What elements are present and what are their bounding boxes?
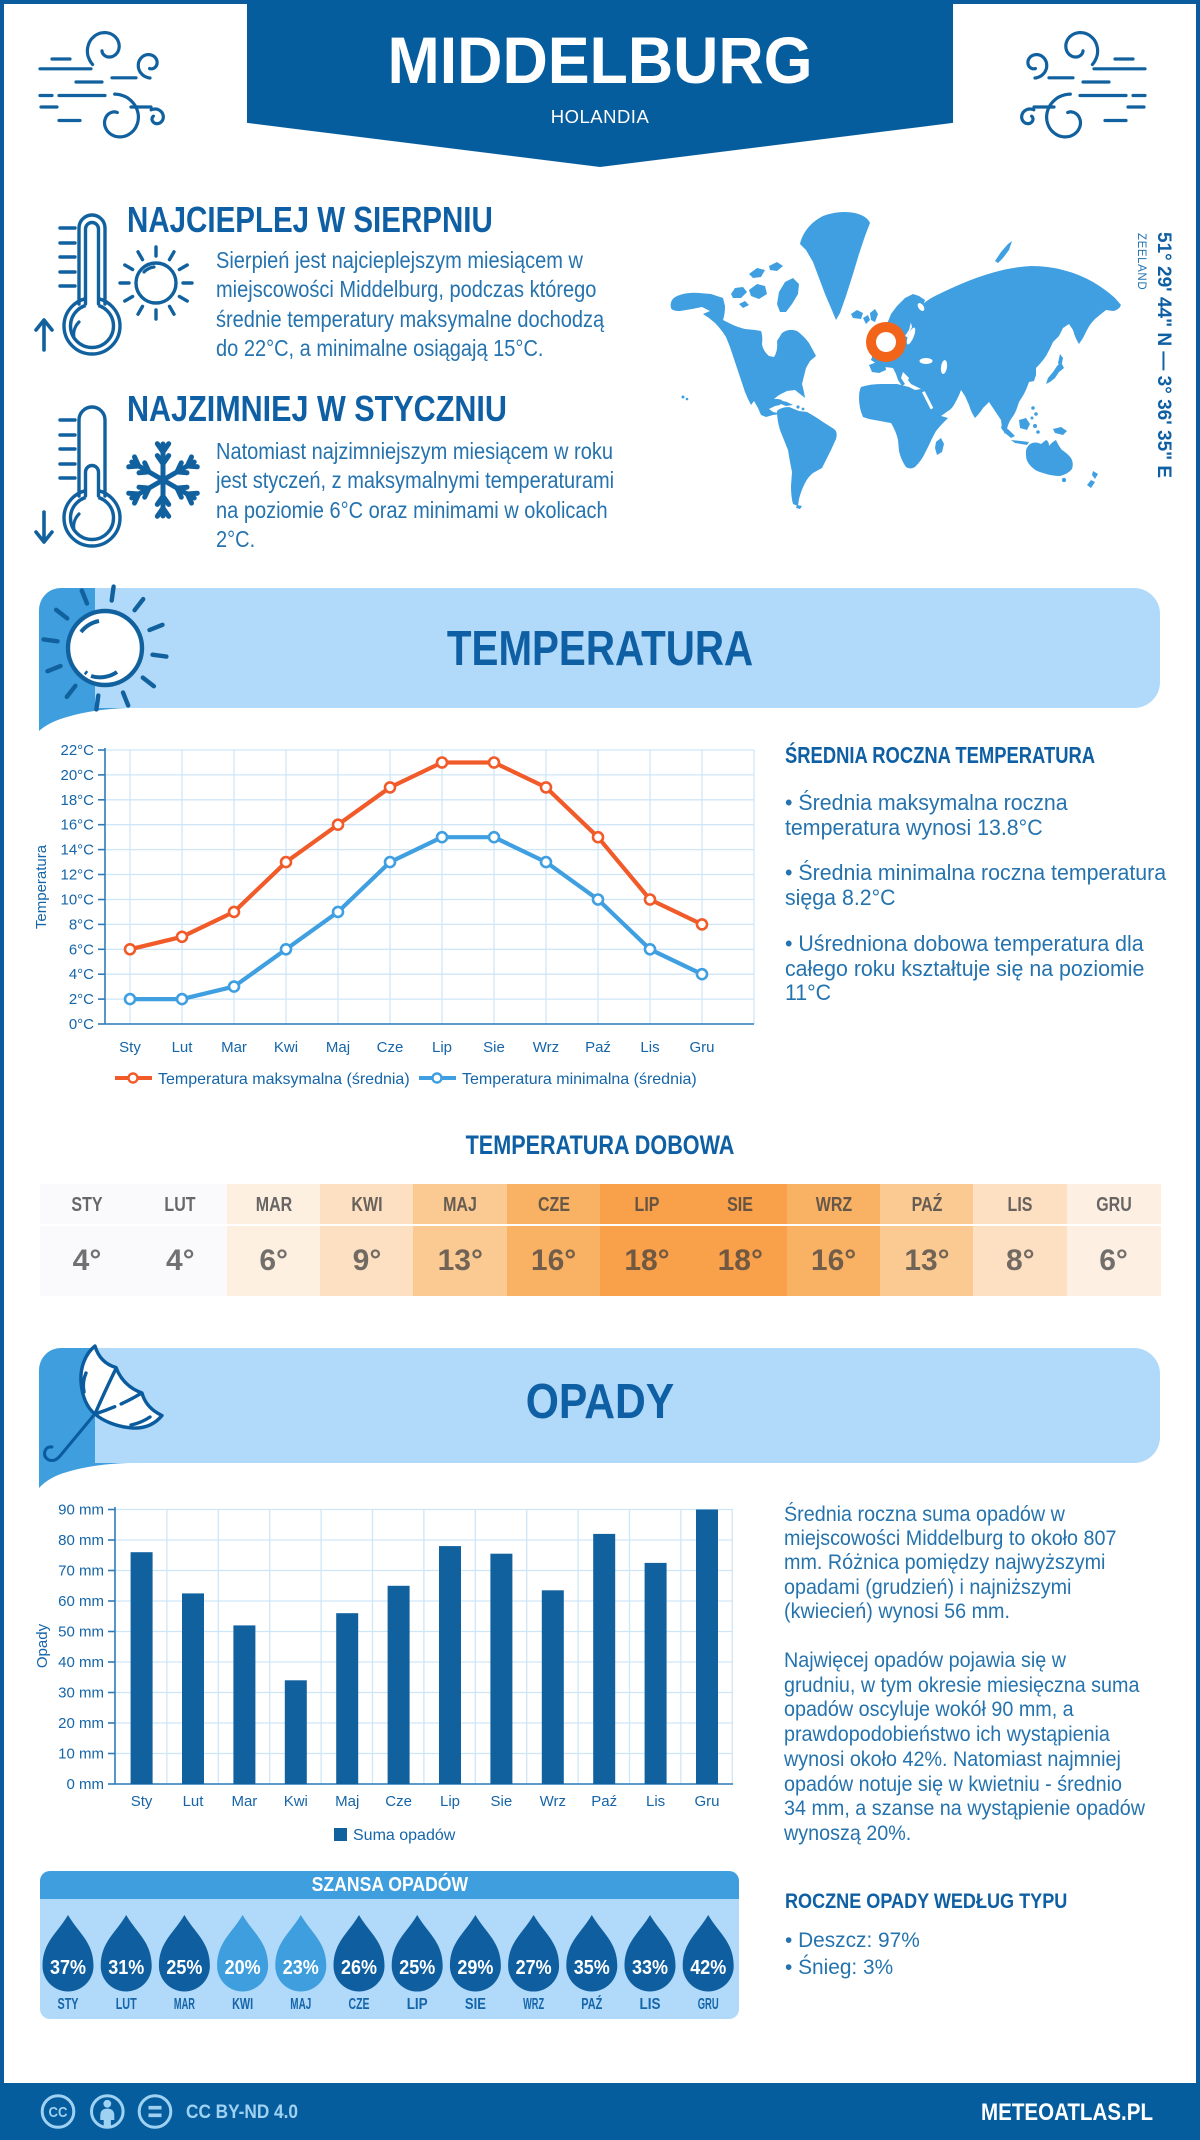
- svg-text:CC BY-ND 4.0: CC BY-ND 4.0: [186, 2102, 298, 2123]
- svg-text:KWI: KWI: [232, 1996, 253, 2013]
- svg-text:Lip: Lip: [440, 1793, 460, 1810]
- svg-text:40 mm: 40 mm: [58, 1654, 104, 1671]
- svg-text:Lut: Lut: [172, 1039, 194, 1056]
- svg-text:29%: 29%: [457, 1957, 493, 1979]
- svg-text:18°C: 18°C: [60, 792, 94, 809]
- svg-text:Lut: Lut: [183, 1793, 205, 1810]
- svg-text:4°C: 4°C: [69, 966, 94, 983]
- svg-text:20 mm: 20 mm: [58, 1715, 104, 1732]
- svg-text:MAR: MAR: [174, 1996, 195, 2013]
- svg-text:Wrz: Wrz: [540, 1793, 566, 1810]
- svg-text:80 mm: 80 mm: [58, 1532, 104, 1549]
- svg-text:Temperatura minimalna (średnia: Temperatura minimalna (średnia): [462, 1071, 697, 1088]
- svg-text:Gru: Gru: [694, 1793, 719, 1810]
- svg-text:30 mm: 30 mm: [58, 1685, 104, 1702]
- svg-text:20%: 20%: [225, 1957, 261, 1979]
- svg-text:PAŹ: PAŹ: [581, 1996, 602, 2013]
- svg-text:42%: 42%: [690, 1957, 726, 1979]
- svg-text:Cze: Cze: [385, 1793, 412, 1810]
- svg-text:Kwi: Kwi: [284, 1793, 308, 1810]
- svg-text:12°C: 12°C: [60, 867, 94, 884]
- svg-text:25%: 25%: [166, 1957, 202, 1979]
- svg-text:CC: CC: [49, 2105, 68, 2121]
- svg-text:10°C: 10°C: [60, 892, 94, 909]
- svg-text:CZE: CZE: [349, 1996, 370, 2013]
- svg-text:Lis: Lis: [640, 1039, 659, 1056]
- svg-text:90 mm: 90 mm: [58, 1502, 104, 1519]
- svg-text:MAJ: MAJ: [290, 1996, 311, 2013]
- svg-text:Mar: Mar: [221, 1039, 247, 1056]
- svg-text:LIS: LIS: [640, 1996, 661, 2013]
- svg-text:50 mm: 50 mm: [58, 1624, 104, 1641]
- svg-text:Temperatura maksymalna (średni: Temperatura maksymalna (średnia): [158, 1071, 410, 1088]
- svg-text:31%: 31%: [108, 1957, 144, 1979]
- svg-text:0°C: 0°C: [69, 1016, 94, 1033]
- svg-text:Sie: Sie: [491, 1793, 513, 1810]
- svg-text:60 mm: 60 mm: [58, 1593, 104, 1610]
- svg-text:Lis: Lis: [646, 1793, 665, 1810]
- svg-text:22°C: 22°C: [60, 742, 94, 759]
- svg-text:Maj: Maj: [335, 1793, 359, 1810]
- svg-text:25%: 25%: [399, 1957, 435, 1979]
- svg-text:Cze: Cze: [377, 1039, 404, 1056]
- svg-text:Suma opadów: Suma opadów: [353, 1827, 456, 1844]
- svg-text:0 mm: 0 mm: [67, 1776, 105, 1793]
- svg-text:14°C: 14°C: [60, 842, 94, 859]
- svg-text:METEOATLAS.PL: METEOATLAS.PL: [981, 2099, 1153, 2126]
- svg-text:35%: 35%: [574, 1957, 610, 1979]
- svg-text:Sie: Sie: [483, 1039, 505, 1056]
- svg-text:SIE: SIE: [465, 1996, 486, 2013]
- svg-text:STY: STY: [58, 1996, 79, 2013]
- svg-text:37%: 37%: [50, 1957, 86, 1979]
- svg-text:33%: 33%: [632, 1957, 668, 1979]
- svg-text:Mar: Mar: [231, 1793, 257, 1810]
- svg-text:Gru: Gru: [689, 1039, 714, 1056]
- svg-text:WRZ: WRZ: [523, 1996, 544, 2013]
- svg-text:20°C: 20°C: [60, 767, 94, 784]
- svg-text:Temperatura: Temperatura: [33, 844, 50, 929]
- svg-text:Paź: Paź: [585, 1039, 611, 1056]
- svg-text:8°C: 8°C: [69, 916, 94, 933]
- svg-text:10 mm: 10 mm: [58, 1746, 104, 1763]
- svg-text:Maj: Maj: [326, 1039, 350, 1056]
- svg-text:Sty: Sty: [131, 1793, 153, 1810]
- svg-text:23%: 23%: [283, 1957, 319, 1979]
- svg-text:Opady: Opady: [34, 1623, 51, 1668]
- svg-text:Lip: Lip: [432, 1039, 452, 1056]
- svg-text:LUT: LUT: [116, 1996, 137, 2013]
- svg-text:2°C: 2°C: [69, 991, 94, 1008]
- svg-text:Paź: Paź: [591, 1793, 617, 1810]
- svg-text:Kwi: Kwi: [274, 1039, 298, 1056]
- svg-text:26%: 26%: [341, 1957, 377, 1979]
- svg-text:LIP: LIP: [407, 1996, 428, 2013]
- svg-text:27%: 27%: [516, 1957, 552, 1979]
- svg-text:Wrz: Wrz: [533, 1039, 559, 1056]
- svg-text:Sty: Sty: [119, 1039, 141, 1056]
- svg-text:GRU: GRU: [698, 1996, 719, 2013]
- svg-text:6°C: 6°C: [69, 941, 94, 958]
- svg-text:16°C: 16°C: [60, 817, 94, 834]
- svg-text:70 mm: 70 mm: [58, 1563, 104, 1580]
